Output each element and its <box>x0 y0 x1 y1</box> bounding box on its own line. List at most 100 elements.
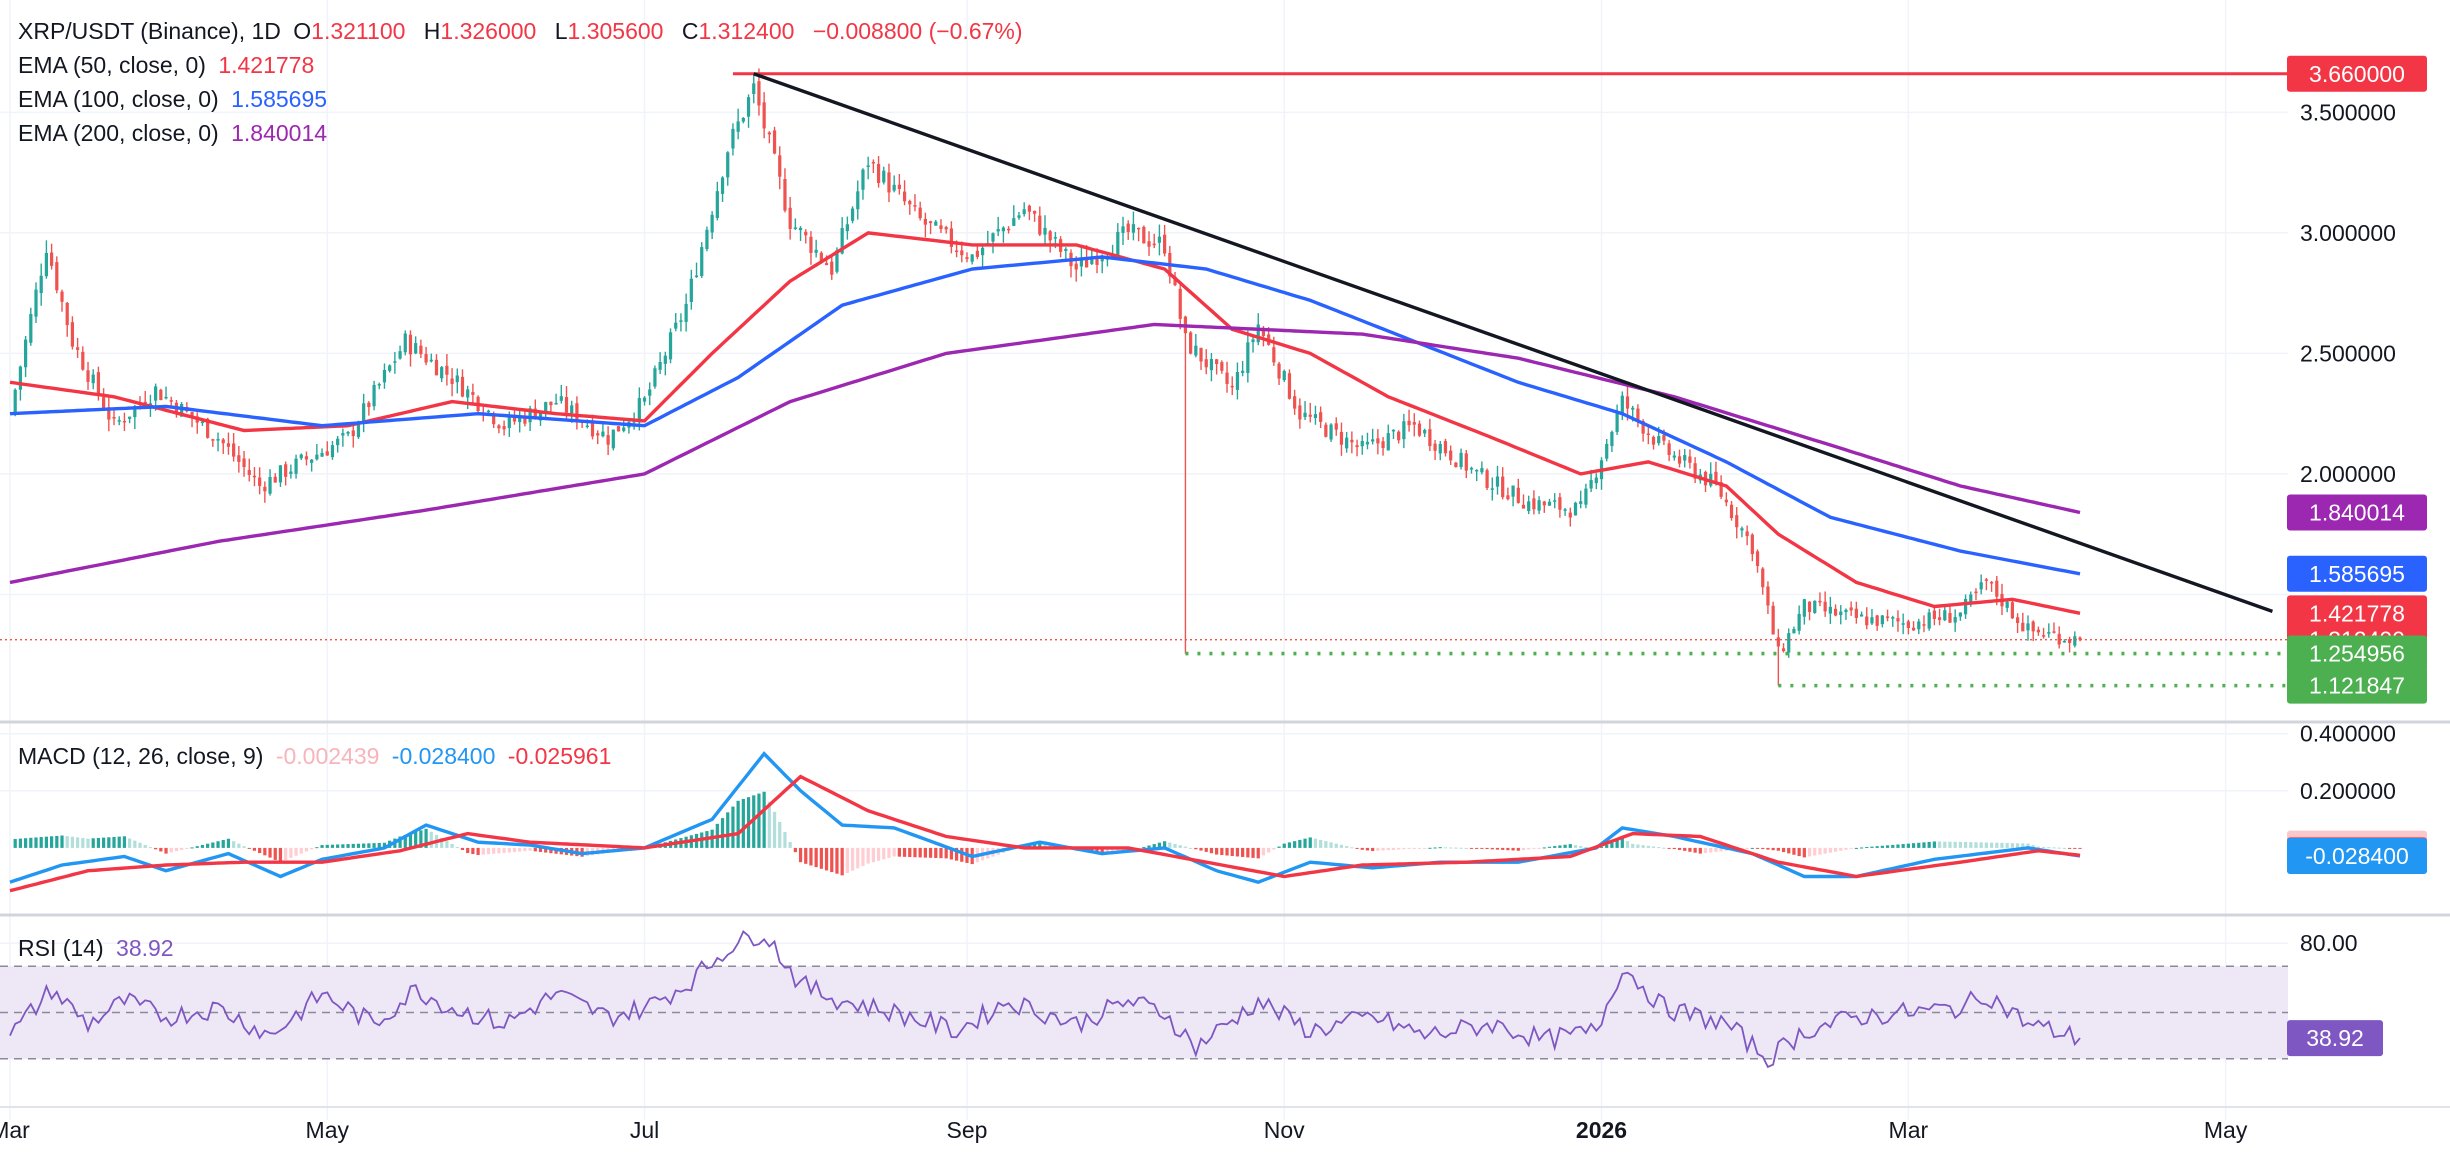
candle-body-35 <box>190 411 194 419</box>
macd-hist-bar-196 <box>1027 844 1032 848</box>
candle-body-243 <box>1272 347 1276 363</box>
rsi-badge-0-label: 38.92 <box>2306 1025 2364 1051</box>
candle-body-87 <box>460 376 465 397</box>
macd-hist-bar-278 <box>1454 847 1458 849</box>
candle-body-77 <box>408 334 413 355</box>
candle-body-312 <box>1631 407 1635 410</box>
macd-legend[interactable]: MACD (12, 26, close, 9) -0.002439 -0.028… <box>18 743 617 770</box>
macd-hist-bar-302 <box>1579 846 1583 848</box>
macd-hist-bar-319 <box>1667 847 1671 849</box>
macd-hist-bar-34 <box>185 847 189 849</box>
candle-body-280 <box>1464 453 1468 471</box>
candle-body-222 <box>1163 234 1167 254</box>
macd-hist-bar-224 <box>1173 843 1177 848</box>
candle-body-113 <box>596 433 600 436</box>
candle-body-84 <box>445 365 449 375</box>
macd-hist-bar-209 <box>1095 847 1099 853</box>
macd-hist-bar-314 <box>1641 845 1645 848</box>
macd-hist-bar-347 <box>1813 847 1817 856</box>
candle-body-106 <box>559 396 563 401</box>
ema200-legend[interactable]: EMA (200, close, 0) 1.840014 <box>18 120 333 147</box>
candle-body-17 <box>96 372 101 396</box>
candle-body-365 <box>1906 621 1910 628</box>
candle-body-4 <box>29 314 33 343</box>
candle-body-288 <box>1506 495 1510 500</box>
candle-body-227 <box>1189 332 1193 354</box>
macd-badge-2-label: -0.028400 <box>2305 843 2409 869</box>
candle-body-360 <box>1880 615 1884 625</box>
macd-hist-bar-297 <box>1553 846 1557 848</box>
candle-body-313 <box>1636 408 1640 420</box>
candle-body-151 <box>793 227 797 229</box>
candle-body-284 <box>1485 470 1489 488</box>
candle-body-101 <box>533 408 537 419</box>
candle-body-140 <box>736 121 740 132</box>
price-axis[interactable]: 3.500000 3.000000 2.500000 2.000000 0.400000… <box>2287 55 2427 1057</box>
macd-hist-bar-245 <box>1282 843 1286 848</box>
candle-body-57 <box>304 456 309 460</box>
candle-body-128 <box>674 322 678 329</box>
candle-body-112 <box>590 422 595 437</box>
macd-hist-bar-15 <box>86 838 90 848</box>
ema50-legend[interactable]: EMA (50, close, 0) 1.421778 <box>18 52 320 79</box>
rsi-legend[interactable]: RSI (14) 38.92 <box>18 935 180 962</box>
macd-hist-bar-266 <box>1391 847 1396 850</box>
macd-hist-bar-326 <box>1703 847 1708 854</box>
macd-hist-bar-69 <box>367 843 371 848</box>
macd-hist-bar-377 <box>1969 842 1973 848</box>
macd-hist-bar-261 <box>1365 847 1370 851</box>
candle-body-41 <box>221 439 225 444</box>
macd-hist-bar-385 <box>2010 843 2014 848</box>
candle-body-262 <box>1371 439 1375 442</box>
downtrend-line <box>753 72 2274 613</box>
candle-body-298 <box>1558 497 1562 510</box>
candle-body-397 <box>2073 636 2077 646</box>
macd-hist-bar-170 <box>892 847 896 857</box>
macd-hist-bar-179 <box>939 847 943 859</box>
macd-hist-bar-213 <box>1116 847 1120 853</box>
candle-body-390 <box>2036 629 2041 633</box>
macd-hist-bar-1 <box>13 838 17 848</box>
time-label-2: Jul <box>630 1117 659 1143</box>
macd-hist-bar-380 <box>1984 842 1988 848</box>
macd-hist-bar-162 <box>850 847 855 871</box>
macd-hist-bar-12 <box>70 836 75 848</box>
candle-body-232 <box>1215 359 1219 364</box>
candle-body-45 <box>242 458 246 468</box>
candle-body-348 <box>1818 600 1822 603</box>
candle-body-69 <box>367 402 371 408</box>
candle-body-291 <box>1521 504 1526 509</box>
candle-body-52 <box>278 465 283 483</box>
candle-body-39 <box>211 439 215 441</box>
candle-body-256 <box>1339 431 1344 445</box>
macd-hist-bar-244 <box>1277 846 1281 848</box>
macd-hist-bar-77 <box>408 833 413 848</box>
candle-body-257 <box>1345 437 1349 449</box>
macd-hist-bar-62 <box>330 844 335 848</box>
macd-hist-bar-296 <box>1547 846 1552 848</box>
ema100-legend[interactable]: EMA (100, close, 0) 1.585695 <box>18 86 333 113</box>
time-label-3: Sep <box>947 1117 988 1143</box>
price-candles <box>13 68 2082 686</box>
symbol-legend[interactable]: XRP/USDT (Binance), 1D O1.321100 H1.3260… <box>18 18 1029 45</box>
price-badge-6: 1.121847 <box>2287 667 2427 704</box>
time-axis[interactable]: Mar May Jul Sep Nov 2026 Mar May <box>0 1117 2248 1143</box>
macd-hist-bar-137 <box>720 818 725 848</box>
candle-body-23 <box>128 416 132 419</box>
macd-hist-bar-176 <box>923 847 927 858</box>
macd-hist-bar-299 <box>1563 844 1567 848</box>
macd-hist-bar-7 <box>44 836 49 848</box>
candle-body-38 <box>206 418 210 438</box>
macd-hist-bar-211 <box>1105 847 1110 854</box>
candle-body-318 <box>1662 435 1666 441</box>
candle-body-184 <box>965 257 969 259</box>
price-badge-6-bg <box>2287 667 2427 704</box>
macd-hist-bar-91 <box>481 847 485 855</box>
candle-body-79 <box>419 345 423 355</box>
candle-body-384 <box>2005 601 2009 608</box>
close-value: 1.312400 <box>698 18 795 44</box>
candle-body-56 <box>299 454 303 459</box>
candle-body-163 <box>856 191 860 210</box>
